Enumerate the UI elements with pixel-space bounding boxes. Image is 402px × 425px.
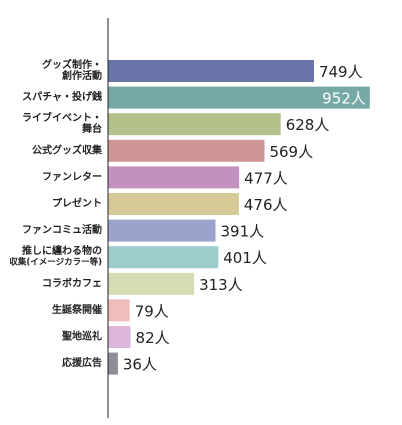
value-label: 569人 [269,143,313,161]
bar [108,60,314,82]
category-label: スパチャ・投げ銭 [22,90,102,103]
category-label-line: ファンレター [42,171,102,183]
category-label-line: ライブイベント・ [22,111,102,124]
value-label: 952人 [322,90,366,108]
category-label-line: 聖地巡礼 [62,330,102,343]
category-label-line: グッズ制作・ [42,58,102,71]
category-label: 生誕祭開催 [52,303,102,316]
value-label: 476人 [244,196,288,214]
category-label-line: ファンコミュ活動 [22,223,102,236]
category-label: 公式グッズ収集 [32,143,103,156]
value-label: 36人 [123,356,157,374]
bars-group [108,60,370,375]
bar [108,86,370,109]
category-label-line: 公式グッズ収集 [32,143,103,156]
value-label: 79人 [135,302,169,320]
category-label: 応援広告 [62,356,102,369]
value-labels-group: 749人 952人 628人 569人 477人 476人 391人 401人 313人 79人 8… [123,63,366,374]
category-label-line: 収集(イメージカラー等) [9,257,102,268]
bar [108,246,219,269]
category-label-line: プレゼント [52,197,102,210]
category-label: 聖地巡礼 [62,330,102,343]
category-label: 推しに纏わる物の収集(イメージカラー等) [9,244,102,268]
category-label-line: コラボカフェ [42,276,102,289]
bar [108,326,131,348]
category-label-line: 生誕祭開催 [52,303,102,316]
value-label: 628人 [286,116,330,134]
category-label-line: 創作活動 [61,69,102,82]
bar [108,219,216,242]
bar [108,193,239,215]
category-label: コラボカフェ [42,276,102,289]
value-label: 391人 [221,223,265,241]
bar [108,139,265,162]
value-label: 313人 [199,276,243,294]
category-label-line: 推しに纏わる物の [22,244,102,257]
category-label: ライブイベント・舞台 [22,111,102,135]
category-label-line: 舞台 [82,122,102,135]
category-label-line: スパチャ・投げ銭 [22,90,102,103]
bar [108,272,195,295]
value-label: 82人 [136,329,170,347]
category-label: プレゼント [52,197,102,210]
bar [108,113,281,136]
category-labels-group: グッズ制作・創作活動スパチャ・投げ銭ライブイベント・舞台公式グッズ収集ファンレタ… [9,58,103,369]
bar [108,166,240,189]
category-label: ファンレター [42,171,102,183]
value-label: 477人 [244,169,288,187]
bar [108,299,130,322]
value-label: 749人 [319,63,363,81]
bar [108,352,118,375]
category-label: グッズ制作・創作活動 [42,58,102,82]
category-label-line: 応援広告 [62,356,102,369]
category-label: ファンコミュ活動 [22,223,102,236]
value-label: 401人 [223,249,267,267]
